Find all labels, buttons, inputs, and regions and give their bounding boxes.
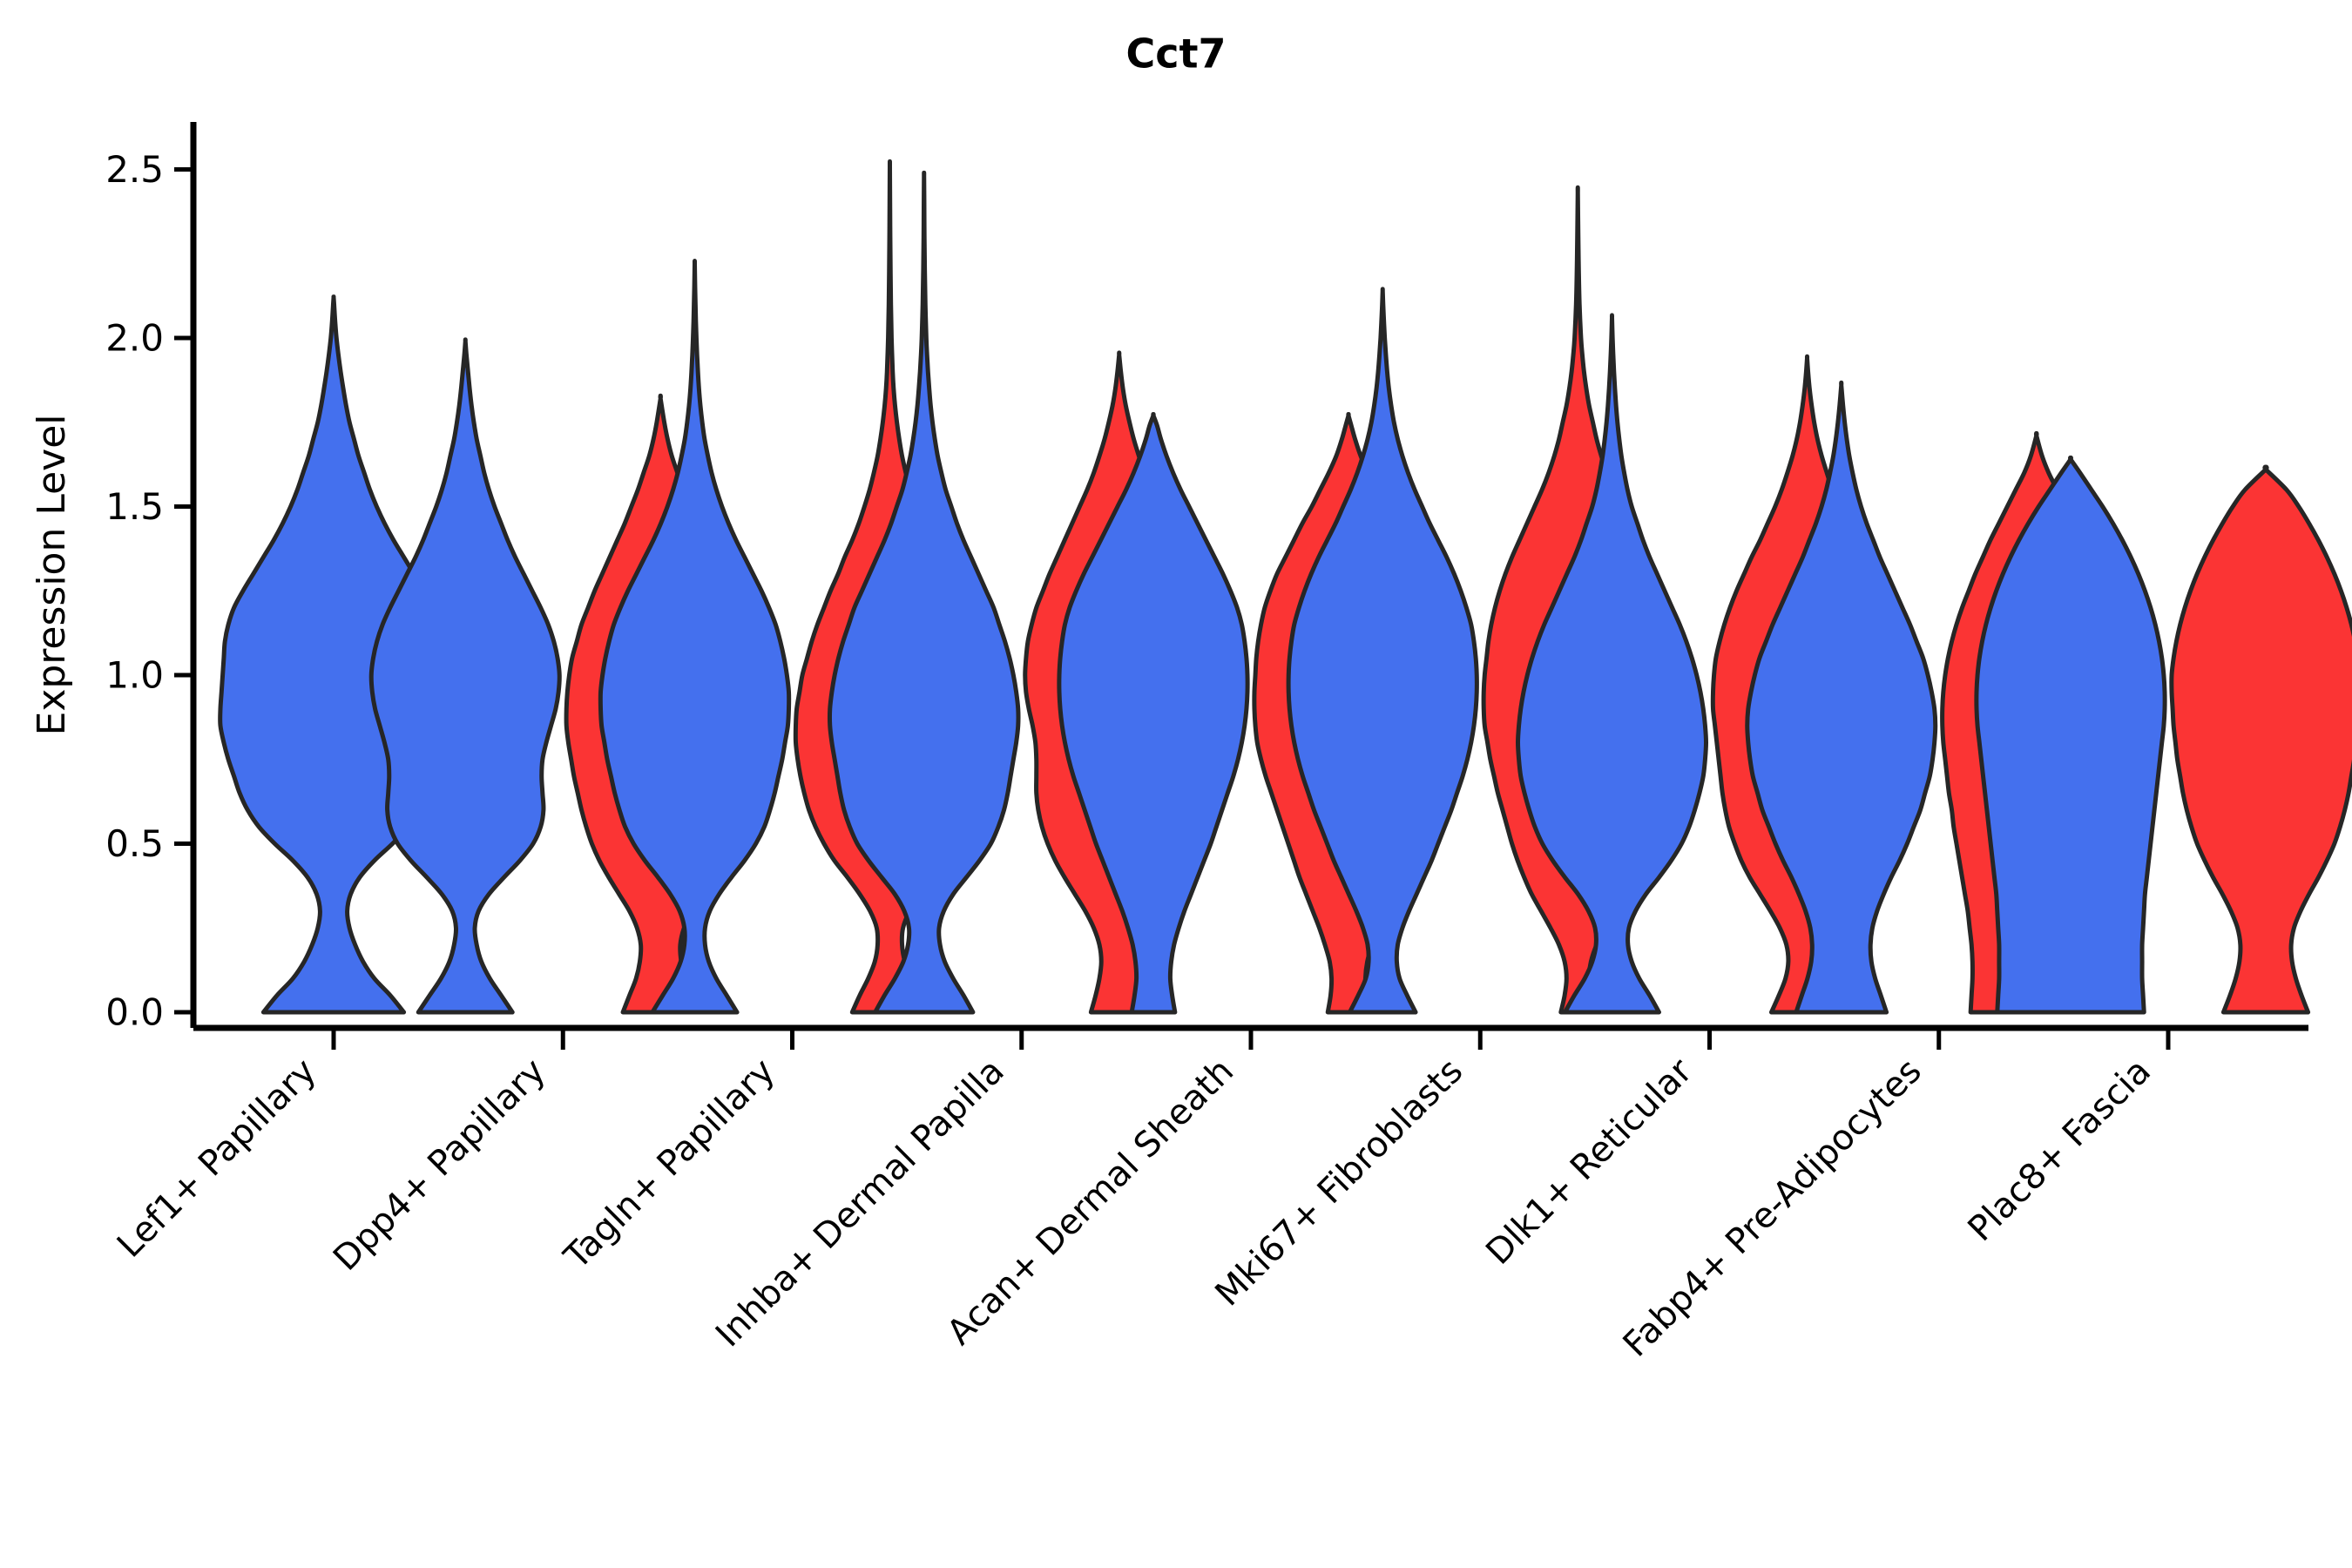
violin-red[interactable] [2169,464,2352,1015]
violin-blue[interactable] [1745,380,1938,1015]
violin-blue[interactable] [1057,412,1250,1015]
y-tick-label: 1.0 [105,654,164,697]
page-title: Cct7 [1125,30,1226,78]
violin-blue[interactable] [827,170,1021,1015]
y-tick-label: 1.5 [105,485,164,528]
y-tick-label: 0.0 [105,991,164,1034]
violin-blue[interactable] [1516,313,1708,1015]
violin-blue[interactable] [1286,287,1479,1015]
violin-blue[interactable] [368,337,562,1015]
y-axis-ticks: 0.0 0.5 1.0 1.5 2.0 2.5 [105,148,193,1034]
y-tick-label: 2.5 [105,148,164,191]
x-axis-ticks [331,1028,2171,1050]
violin-blue[interactable] [598,258,792,1015]
y-axis-label: Expression Level [30,415,74,736]
y-tick-label: 2.0 [105,317,164,360]
violin-shapes [218,159,2352,1015]
y-tick-label: 0.5 [105,822,164,865]
violin-blue[interactable] [1974,455,2167,1015]
